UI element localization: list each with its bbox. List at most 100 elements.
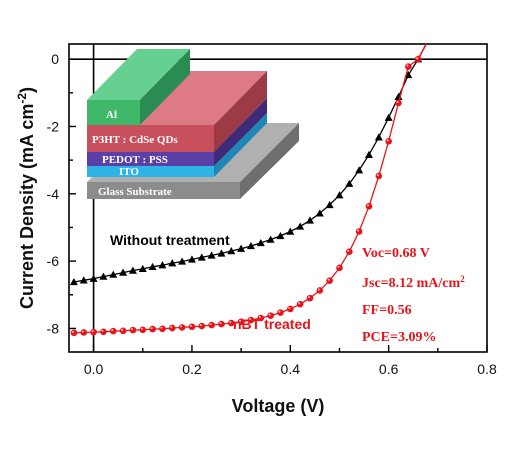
glass-layer-front — [87, 182, 240, 199]
series-layer — [69, 9, 452, 337]
data-point-highlight — [396, 100, 399, 103]
data-point — [277, 309, 284, 316]
data-point-highlight — [150, 327, 153, 330]
data-point-highlight — [307, 296, 310, 299]
data-point-highlight — [298, 302, 301, 305]
al-layer-top — [87, 49, 190, 100]
p3ht-layer-label: P3HT : CdSe QDs — [92, 134, 178, 146]
data-point-highlight — [111, 329, 114, 332]
x-tick-label: 0.0 — [84, 361, 104, 377]
ito-layer-label: ITO — [119, 166, 139, 178]
y-axis-title: Current Density (mA cm-2) — [15, 87, 37, 309]
data-point — [139, 326, 147, 334]
series-nbt-treated — [70, 9, 442, 337]
data-point-highlight — [406, 64, 409, 67]
data-point — [364, 150, 373, 158]
data-point — [109, 327, 117, 335]
data-point — [237, 244, 246, 252]
x-tick-label: 0.4 — [281, 361, 301, 377]
data-point — [148, 262, 157, 271]
ito-layer-side — [214, 113, 267, 177]
data-point — [208, 321, 215, 329]
data-point — [99, 272, 108, 280]
al-layer-side — [140, 49, 190, 125]
data-point — [218, 320, 225, 328]
data-point-highlight — [376, 173, 379, 176]
data-point-highlight — [229, 321, 232, 324]
pedot-layer-front — [87, 152, 214, 166]
y-tick-label: -6 — [47, 253, 60, 269]
data-point — [435, 9, 442, 16]
data-point-highlight — [268, 313, 271, 316]
data-point — [159, 325, 166, 333]
data-point — [109, 270, 118, 278]
data-point — [207, 251, 216, 259]
data-point-highlight — [426, 39, 428, 41]
data-point — [296, 222, 305, 230]
data-point — [424, 37, 432, 44]
data-point-highlight — [347, 249, 350, 252]
data-point — [178, 324, 186, 331]
data-point — [444, 14, 452, 21]
data-point-highlight — [288, 306, 291, 309]
data-point-highlight — [199, 324, 202, 327]
al-layer-front — [87, 100, 140, 125]
p3ht-layer-side — [214, 71, 267, 152]
data-point-highlight — [278, 310, 281, 313]
data-point — [89, 274, 98, 282]
data-point-highlight — [101, 329, 104, 332]
data-point-highlight — [248, 318, 251, 321]
pce-annotation: PCE=3.09% — [362, 330, 436, 345]
data-point-highlight — [416, 57, 419, 60]
x-tick-label: 0.6 — [379, 361, 399, 377]
x-tick-labels: 0.0 0.2 0.4 0.6 0.8 — [84, 361, 497, 377]
data-point — [276, 231, 285, 240]
series-without-treatment — [69, 14, 452, 286]
data-point — [286, 227, 295, 235]
data-point — [325, 200, 334, 209]
data-point-highlight — [71, 330, 74, 333]
data-point — [326, 277, 333, 284]
pedot-layer-side — [214, 98, 267, 166]
data-point — [138, 264, 147, 273]
data-point-highlight — [91, 330, 94, 333]
x-tick-label: 0.8 — [477, 361, 497, 377]
data-point — [316, 287, 324, 294]
data-point — [246, 241, 255, 250]
data-point-highlight — [386, 139, 389, 142]
data-point-highlight — [219, 322, 222, 325]
data-point — [434, 24, 442, 31]
x-axis-title: Voltage (V) — [232, 396, 325, 416]
jsc-superscript: 2 — [460, 274, 465, 284]
data-point-highlight — [130, 328, 133, 331]
data-point — [374, 133, 383, 141]
data-point — [305, 216, 314, 224]
data-point — [315, 209, 324, 217]
data-point — [405, 63, 412, 70]
data-point — [119, 268, 128, 276]
glass-layer-side — [240, 123, 299, 199]
y-tick-label: -2 — [47, 118, 60, 134]
data-point — [384, 113, 393, 121]
data-point — [256, 238, 265, 247]
data-point-highlight — [366, 204, 369, 207]
x-tick-label: 0.2 — [182, 361, 202, 377]
data-point — [306, 294, 314, 302]
pedot-layer-label: PEDOT : PSS — [102, 154, 168, 166]
data-point — [335, 191, 344, 199]
data-point — [355, 228, 363, 235]
data-point — [158, 261, 167, 269]
data-point — [414, 55, 422, 63]
y-tick-labels: 0 -2 -4 -6 -8 — [47, 51, 60, 336]
data-point — [188, 323, 196, 331]
data-point-highlight — [337, 265, 340, 268]
data-point-highlight — [81, 330, 84, 333]
data-point-highlight — [239, 319, 242, 322]
data-point-highlight — [170, 326, 173, 329]
data-point-highlight — [258, 316, 261, 319]
data-point — [69, 277, 78, 286]
data-point — [296, 300, 304, 308]
ito-layer-front — [87, 166, 214, 177]
data-point — [266, 235, 275, 243]
